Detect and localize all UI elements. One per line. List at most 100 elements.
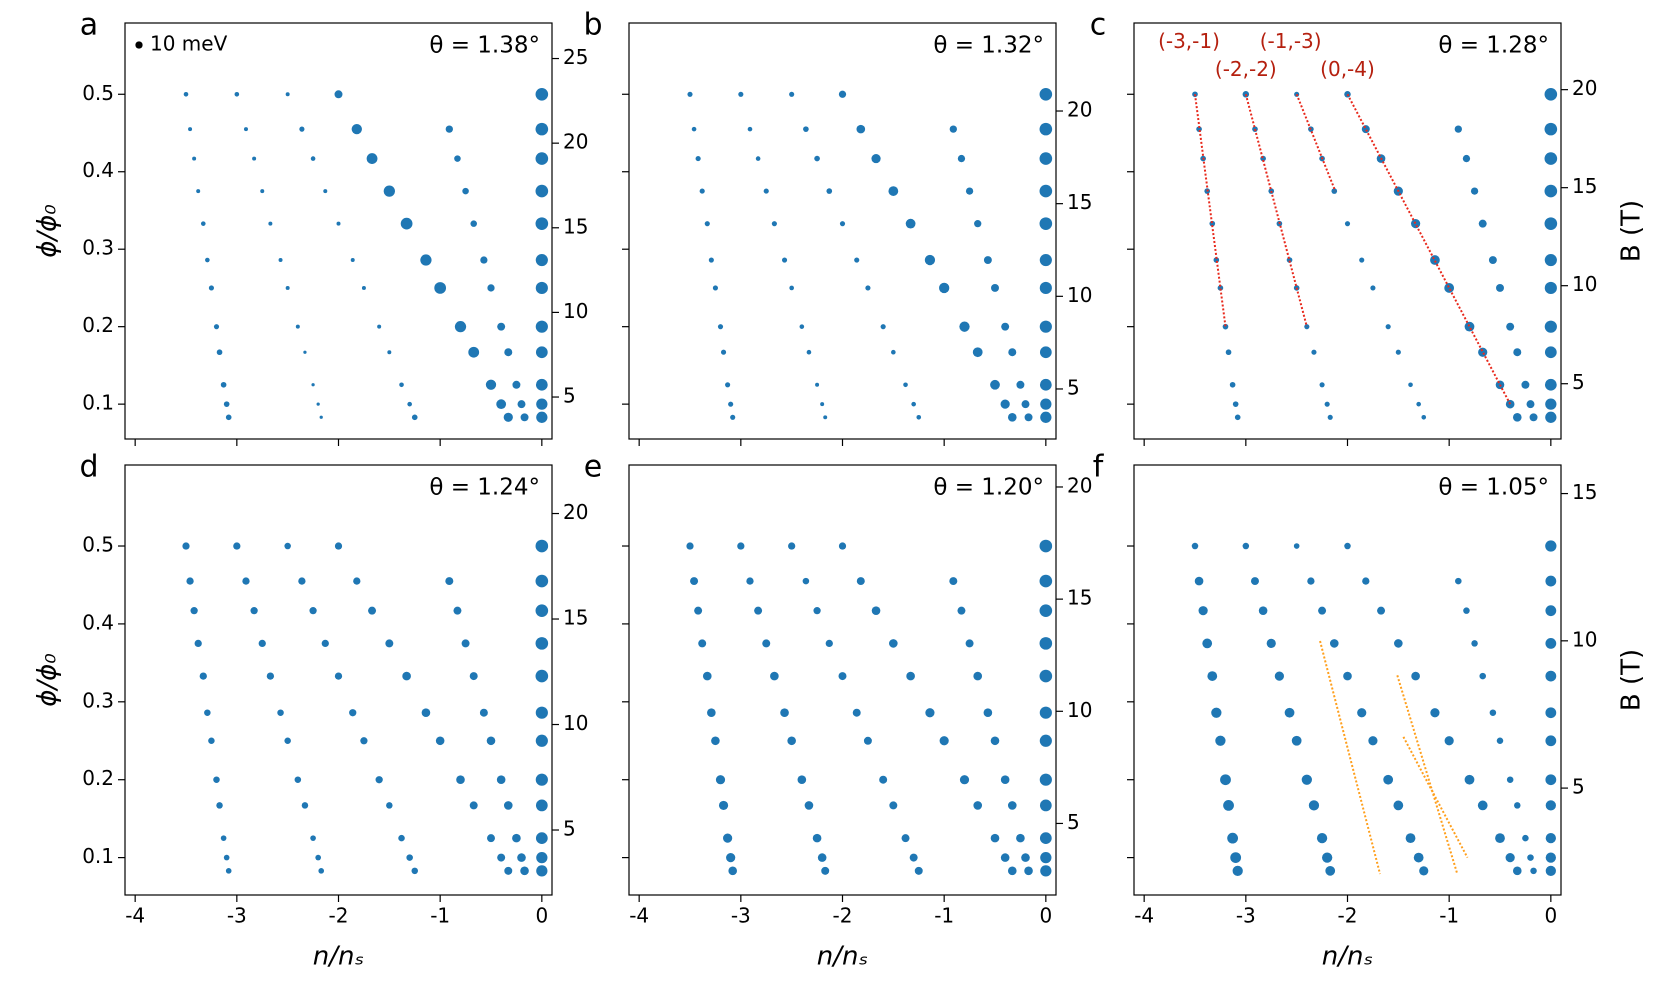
data-point [694, 606, 703, 615]
data-point [1545, 398, 1557, 410]
data-point [1385, 324, 1391, 330]
data-point [1527, 854, 1534, 861]
data-point [838, 90, 847, 98]
data-point [1393, 800, 1404, 811]
data-point [208, 285, 214, 291]
data-point [535, 773, 548, 786]
data-point [435, 736, 445, 746]
data-point [1411, 219, 1421, 229]
data-point [852, 708, 861, 717]
data-point [350, 258, 355, 263]
data-point [1544, 217, 1558, 230]
data-point [983, 256, 992, 265]
data-point [192, 156, 197, 161]
y-axis-label: ϕ/ϕ₀ [33, 653, 63, 707]
data-point [1000, 399, 1010, 409]
data-point [309, 607, 317, 615]
data-point [854, 257, 860, 263]
data-point [1478, 219, 1487, 228]
data-point [1545, 832, 1556, 844]
x-tick-label: -2 [329, 904, 349, 928]
data-point [496, 775, 506, 785]
data-point [399, 382, 404, 388]
data-point [762, 639, 771, 648]
data-point [1545, 670, 1557, 682]
data-point [1357, 708, 1367, 718]
data-point [368, 606, 377, 615]
data-point [973, 671, 983, 681]
data-point [686, 542, 694, 550]
data-point [838, 542, 847, 550]
data-point [1039, 574, 1053, 588]
data-point [1444, 283, 1455, 293]
axes-frame [1133, 22, 1562, 440]
data-point [687, 91, 693, 97]
data-point [1416, 401, 1421, 407]
data-point [690, 577, 699, 586]
data-point [1220, 774, 1231, 786]
data-point [188, 127, 193, 132]
data-point [1293, 543, 1300, 549]
legend-marker [135, 41, 143, 49]
data-point [535, 378, 548, 391]
data-point [916, 415, 922, 420]
data-point [1021, 853, 1030, 862]
data-point [965, 187, 974, 195]
data-point [284, 542, 291, 550]
data-point [1496, 737, 1504, 745]
data-point [949, 125, 957, 133]
panel-title: θ = 1.32° [933, 33, 1044, 59]
data-point [453, 606, 462, 615]
data-point [1215, 735, 1226, 746]
y2-tick-label: 5 [1572, 775, 1585, 799]
data-point [1513, 348, 1522, 357]
data-point [303, 350, 307, 354]
data-point [1544, 378, 1557, 391]
data-point [1039, 152, 1053, 165]
data-point [737, 542, 745, 550]
data-point [485, 379, 497, 390]
axes-frame [124, 22, 553, 440]
y2-axis-label: B (T) [1617, 200, 1647, 262]
data-point [1477, 800, 1488, 811]
data-point [1506, 322, 1515, 331]
y2-tick-label: 20 [563, 500, 588, 524]
data-point [949, 577, 958, 586]
data-point [1194, 576, 1204, 586]
data-point [1191, 542, 1199, 550]
data-point [823, 415, 828, 420]
y2-tick-label: 5 [563, 384, 576, 408]
y-tick-label: 0.1 [82, 391, 114, 415]
panel-title: θ = 1.28° [1438, 33, 1549, 59]
data-point [351, 123, 362, 135]
data-point [1377, 606, 1386, 615]
data-point [1325, 865, 1336, 876]
data-point [814, 155, 820, 162]
data-point [880, 324, 886, 330]
data-point [718, 800, 729, 811]
data-point [1024, 413, 1033, 422]
y-tick-label: 0.3 [82, 688, 114, 712]
fan-line [1346, 93, 1512, 405]
data-point [730, 414, 736, 420]
data-point [1016, 380, 1025, 389]
data-point [965, 639, 974, 648]
data-point [294, 776, 302, 783]
x-tick-label: -3 [227, 904, 247, 928]
data-point [1024, 866, 1033, 876]
data-point [310, 835, 316, 841]
data-point [252, 156, 257, 161]
data-point [871, 606, 881, 615]
data-point [725, 382, 731, 388]
data-point [1471, 640, 1478, 647]
data-point [903, 382, 908, 388]
data-point [865, 285, 871, 291]
data-point [803, 126, 809, 132]
data-point [1362, 577, 1370, 585]
data-point [838, 672, 847, 681]
data-point [1512, 413, 1522, 422]
data-point [469, 801, 478, 810]
data-point [1291, 735, 1302, 746]
y2-tick-label: 10 [1067, 283, 1092, 307]
data-point [813, 607, 821, 615]
